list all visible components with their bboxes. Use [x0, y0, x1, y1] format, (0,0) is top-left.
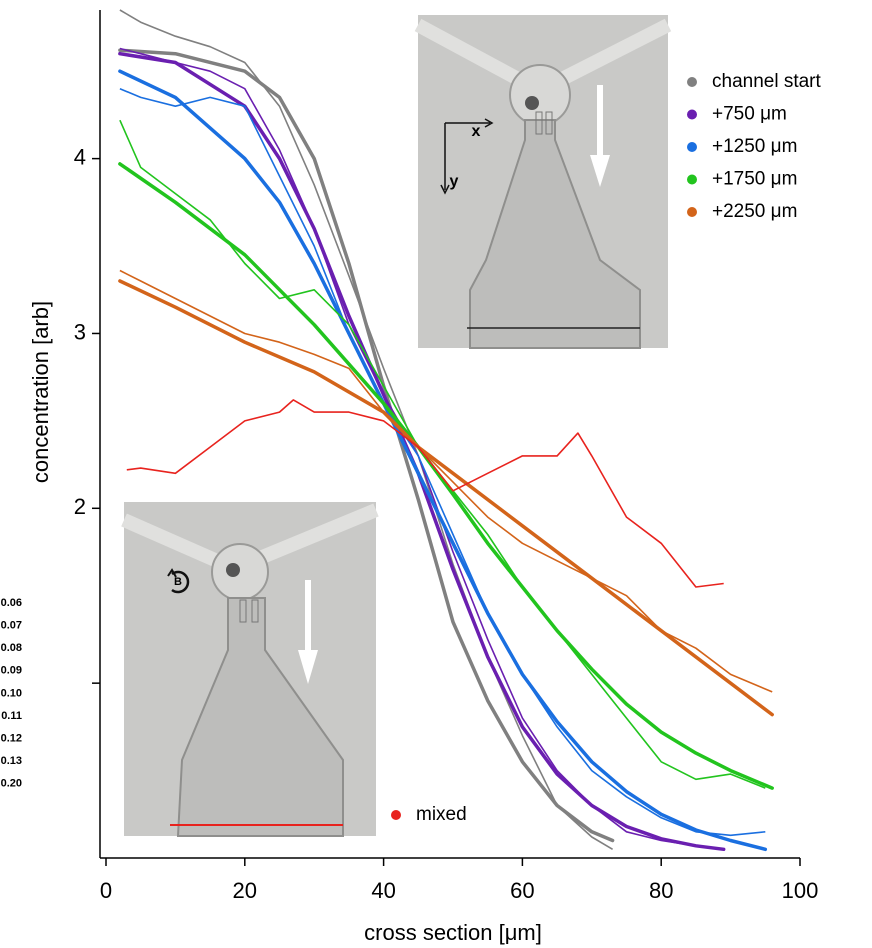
legend-label: +750 μm	[712, 104, 787, 125]
x-tick-label: 100	[782, 878, 819, 903]
y-axis-title: concentration [arb]	[28, 301, 53, 483]
fit-line	[118, 51, 726, 852]
data-line	[119, 87, 766, 837]
x-tick-label: 80	[649, 878, 673, 903]
legend-marker	[687, 174, 697, 185]
clipped-label: 0.10	[1, 687, 22, 699]
x-tick-label: 0	[100, 878, 112, 903]
x-tick-label: 60	[510, 878, 534, 903]
fit-line	[118, 69, 768, 852]
clipped-label: 0.08	[1, 642, 22, 654]
legend-marker	[687, 207, 697, 217]
clipped-label: 0.13	[1, 755, 22, 767]
legend-label: +1750 μm	[712, 169, 797, 190]
inset-photo-top	[414, 15, 672, 349]
legend-marker	[687, 109, 697, 120]
clipped-label: 0.20	[1, 778, 22, 790]
fit-line	[118, 279, 774, 717]
legend-label: +2250 μm	[712, 201, 797, 222]
legend-marker	[687, 142, 697, 152]
y-tick-label: 2	[74, 494, 86, 519]
legend-label: channel start	[712, 71, 822, 92]
legend-label: +1250 μm	[712, 136, 797, 157]
legend-marker	[687, 77, 697, 87]
legend-marker	[391, 810, 401, 820]
y-tick-label: 4	[74, 144, 86, 169]
x-axis-title: cross section [μm]	[364, 920, 542, 945]
x-tick-label: 20	[233, 878, 257, 903]
y-tick-label: 3	[74, 319, 86, 344]
clipped-label: 0.11	[1, 710, 22, 722]
fit-line	[118, 162, 774, 790]
clipped-label: 0.07	[1, 620, 22, 632]
clipped-label: 0.09	[1, 665, 22, 677]
legend-label: mixed	[416, 804, 467, 825]
inset-photo-bottom	[121, 502, 379, 837]
inset-label: B	[174, 576, 182, 588]
inset-label: y	[450, 173, 459, 190]
clipped-label: 0.12	[1, 733, 22, 745]
data-line	[126, 399, 724, 588]
fit-line	[118, 48, 615, 843]
inset-label: x	[472, 123, 481, 140]
clipped-label: 0.06	[1, 597, 22, 609]
x-tick-label: 40	[371, 878, 395, 903]
